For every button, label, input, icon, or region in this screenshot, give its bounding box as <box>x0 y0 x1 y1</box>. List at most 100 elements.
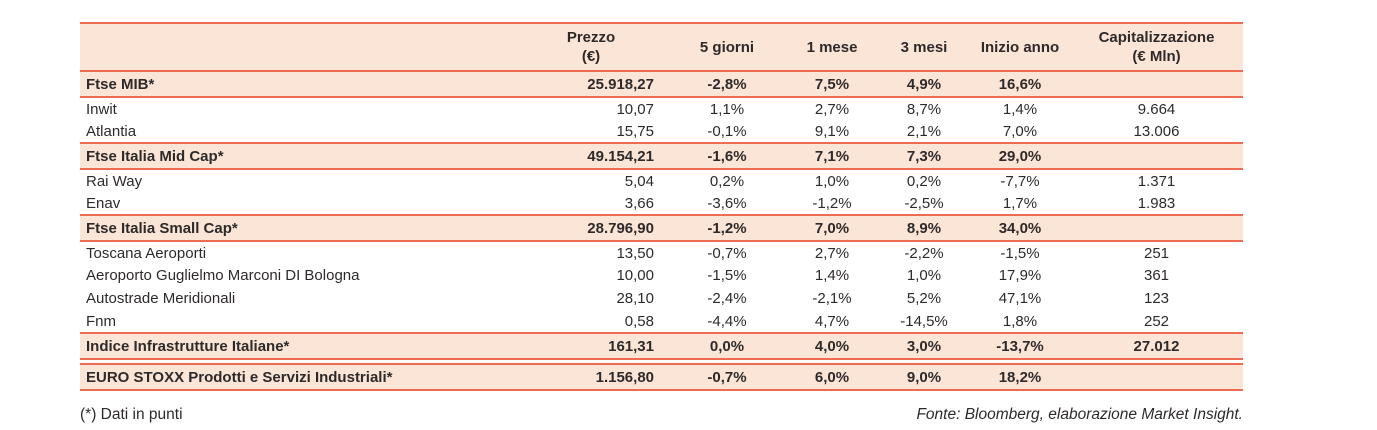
cell-cap: 252 <box>1143 312 1170 330</box>
cell-ytd: 1,7% <box>1002 194 1038 212</box>
cell-cap: 1.983 <box>1137 194 1176 212</box>
cell-prezzo: 28.796,90 <box>520 214 668 242</box>
cell-ytd: 18,2% <box>970 363 1070 391</box>
cell-name: Ftse MIB* <box>80 70 520 98</box>
cell-d5: -3,6% <box>707 194 747 212</box>
cell-cap <box>1070 70 1243 98</box>
cell-m3: 1,0% <box>906 267 942 284</box>
stock-row: Rai Way 5,04 0,2% 1,0% 0,2% -7,7% 1.371 <box>80 169 1243 192</box>
cell-d5: -2,8% <box>668 70 786 98</box>
cell-m3: 7,3% <box>878 142 970 170</box>
cell-name: EURO STOXX Prodotti e Servizi Industrial… <box>80 363 520 391</box>
cell-m3: 8,9% <box>878 214 970 242</box>
cell-name: Aeroporto Guglielmo Marconi DI Bologna <box>86 267 360 284</box>
cell-d5: -0,7% <box>707 244 747 262</box>
cell-cap <box>1070 142 1243 170</box>
cell-name: Inwit <box>86 100 117 118</box>
cell-prezzo: 28,10 <box>616 290 654 307</box>
stock-row: Toscana Aeroporti 13,50 -0,7% 2,7% -2,2% -1,5… <box>80 241 1243 264</box>
cell-d5: -0,7% <box>668 363 786 391</box>
index-row: EURO STOXX Prodotti e Servizi Industrial… <box>80 363 1243 391</box>
index-row: Ftse MIB* 25.918,27 -2,8% 7,5% 4,9% 16,6% <box>80 70 1243 98</box>
cell-prezzo: 161,31 <box>520 332 668 360</box>
cell-ytd: 47,1% <box>998 290 1042 307</box>
stock-row: Atlantia 15,75 -0,1% 9,1% 2,1% 7,0% 13.006 <box>80 120 1243 143</box>
cell-cap <box>1070 363 1243 391</box>
cell-m1: -2,1% <box>812 290 852 307</box>
cell-m1: 2,7% <box>814 100 850 118</box>
cell-d5: -1,2% <box>668 214 786 242</box>
cell-name: Fnm <box>86 312 116 330</box>
market-performance-table-wrap: Prezzo (€) 5 giorni 1 mese 3 mesi Inizio… <box>80 22 1243 391</box>
cell-d5: -2,4% <box>707 290 747 307</box>
index-row: Indice Infrastrutture Italiane* 161,31 0,0… <box>80 332 1243 360</box>
cell-name: Ftse Italia Small Cap* <box>80 214 520 242</box>
cell-ytd: -7,7% <box>1000 172 1040 190</box>
cell-m1: 9,1% <box>814 122 850 140</box>
cell-m3: 3,0% <box>878 332 970 360</box>
market-performance-table: Prezzo (€) 5 giorni 1 mese 3 mesi Inizio… <box>80 22 1243 391</box>
cell-name: Enav <box>86 194 121 212</box>
cell-m3: 9,0% <box>878 363 970 391</box>
header-cell-5-giorni: 5 giorni <box>668 22 786 72</box>
table-header: Prezzo (€) 5 giorni 1 mese 3 mesi Inizio… <box>80 22 1243 72</box>
cell-d5: -0,1% <box>707 122 747 140</box>
spacer-row <box>80 359 1243 364</box>
cell-m1: 2,7% <box>814 244 850 262</box>
cell-d5: 0,2% <box>709 172 745 190</box>
header-row: Prezzo (€) 5 giorni 1 mese 3 mesi Inizio… <box>80 22 1243 72</box>
cell-cap: 27.012 <box>1070 332 1243 360</box>
cell-ytd: 34,0% <box>970 214 1070 242</box>
cell-m3: -2,2% <box>904 244 944 262</box>
cell-m3: 0,2% <box>906 172 942 190</box>
cell-m1: 4,0% <box>786 332 878 360</box>
cell-prezzo: 25.918,27 <box>520 70 668 98</box>
cell-m1: 7,1% <box>786 142 878 170</box>
header-cell-3-mesi: 3 mesi <box>878 22 970 72</box>
cell-m3: -14,5% <box>900 312 948 330</box>
cell-prezzo: 10,00 <box>616 267 654 284</box>
cell-d5: -4,4% <box>707 312 747 330</box>
cell-cap: 251 <box>1143 244 1170 262</box>
stock-row: Inwit 10,07 1,1% 2,7% 8,7% 1,4% 9.664 <box>80 97 1243 120</box>
cell-prezzo: 10,07 <box>616 100 654 118</box>
cell-name: Ftse Italia Mid Cap* <box>80 142 520 170</box>
cell-m3: 5,2% <box>906 290 942 307</box>
cell-d5: -1,5% <box>707 267 747 284</box>
cell-m3: 4,9% <box>878 70 970 98</box>
cell-prezzo: 0,58 <box>624 312 654 330</box>
cell-prezzo: 49.154,21 <box>520 142 668 170</box>
cell-cap: 123 <box>1143 290 1170 307</box>
cell-cap: 13.006 <box>1133 122 1180 140</box>
market-table-body: Ftse MIB* 25.918,27 -2,8% 7,5% 4,9% 16,6% Inwi… <box>80 70 1243 391</box>
cell-d5: 0,0% <box>668 332 786 360</box>
header-cell-prezzo: Prezzo (€) <box>520 22 668 72</box>
cell-prezzo: 3,66 <box>624 194 654 212</box>
cell-ytd: 17,9% <box>998 267 1042 284</box>
cell-m1: 1,0% <box>814 172 850 190</box>
cell-m3: 8,7% <box>906 100 942 118</box>
cell-name: Toscana Aeroporti <box>86 244 207 262</box>
cell-name: Autostrade Meridionali <box>86 290 236 307</box>
cell-d5: -1,6% <box>668 142 786 170</box>
cell-m3: 2,1% <box>906 122 942 140</box>
cell-ytd: 1,8% <box>1002 312 1038 330</box>
cell-ytd: -1,5% <box>1000 244 1040 262</box>
cell-m3: -2,5% <box>904 194 944 212</box>
footnote-source: Fonte: Bloomberg, elaborazione Market In… <box>916 406 1243 423</box>
cell-m1: 6,0% <box>786 363 878 391</box>
cell-cap <box>1070 214 1243 242</box>
table-footnotes: (*) Dati in punti Fonte: Bloomberg, elab… <box>80 406 1243 424</box>
header-cell-capitalizzazione: Capitalizzazione (€ Mln) <box>1070 22 1243 72</box>
stock-row: Fnm 0,58 -4,4% 4,7% -14,5% 1,8% 252 <box>80 310 1243 333</box>
cell-m1: 7,0% <box>786 214 878 242</box>
cell-ytd: -13,7% <box>970 332 1070 360</box>
cell-ytd: 29,0% <box>970 142 1070 170</box>
cell-d5: 1,1% <box>709 100 745 118</box>
stock-row: Aeroporto Guglielmo Marconi DI Bologna 10… <box>80 264 1243 287</box>
cell-ytd: 7,0% <box>1002 122 1038 140</box>
header-cell-inizio-anno: Inizio anno <box>970 22 1070 72</box>
cell-name: Indice Infrastrutture Italiane* <box>80 332 520 360</box>
stock-row: Autostrade Meridionali 28,10 -2,4% -2,1% 5,2… <box>80 287 1243 310</box>
